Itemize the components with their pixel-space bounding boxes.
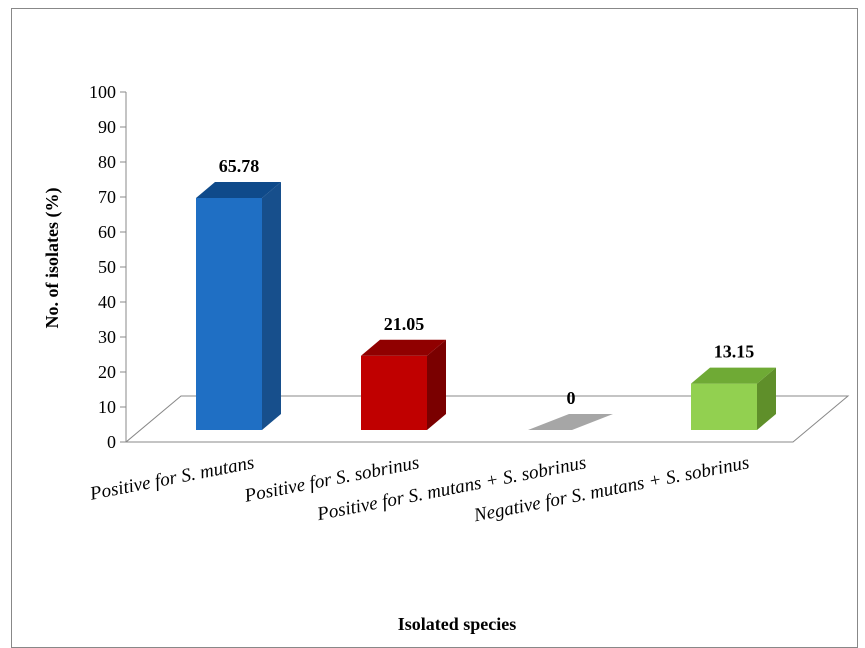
bar-front: [196, 198, 262, 430]
y-tick-label: 60: [98, 222, 116, 242]
data-label-3: 0: [567, 388, 576, 408]
bar-top: [196, 182, 281, 198]
y-tick-label: 50: [98, 257, 116, 277]
data-labels: 65.78 21.05 0 13.15: [219, 156, 755, 408]
y-tick-label: 0: [107, 432, 116, 452]
y-tick-label: 20: [98, 362, 116, 382]
y-tick-labels: 0 10 20 30 40 50 60 70 80 90 100: [89, 82, 116, 452]
y-tick-label: 30: [98, 327, 116, 347]
bar-side: [427, 339, 446, 430]
bar-3: [528, 414, 613, 430]
y-tick-label: 90: [98, 117, 116, 137]
data-label-2: 21.05: [384, 314, 425, 334]
bar-1: [196, 182, 281, 430]
bar-front: [361, 355, 427, 430]
y-tick-label: 10: [98, 397, 116, 417]
bar-zero-plate: [528, 414, 613, 430]
y-tick-label: 80: [98, 152, 116, 172]
data-label-1: 65.78: [219, 156, 260, 176]
bar-front: [691, 383, 757, 430]
bar-side: [757, 367, 776, 430]
y-axis-title: No. of isolates (%): [42, 188, 63, 329]
category-label-4: Negative for S. mutans + S. sobrinus: [471, 452, 751, 526]
y-tick-label: 40: [98, 292, 116, 312]
bar-2: [361, 339, 446, 430]
bar-top: [691, 367, 776, 384]
x-axis-title: Isolated species: [398, 614, 517, 634]
bar-top: [361, 339, 446, 356]
y-tick-label: 70: [98, 187, 116, 207]
bar-side: [262, 182, 281, 430]
y-tick-label: 100: [89, 82, 116, 102]
floor-plane: [124, 395, 850, 443]
y-axis: [120, 91, 127, 443]
chart-frame: [11, 8, 858, 648]
chart-floor: [124, 395, 850, 443]
bars: [196, 182, 776, 430]
data-label-4: 13.15: [714, 342, 755, 362]
category-label-1: Positive for S. mutans: [87, 452, 256, 505]
bar-4: [691, 367, 776, 430]
